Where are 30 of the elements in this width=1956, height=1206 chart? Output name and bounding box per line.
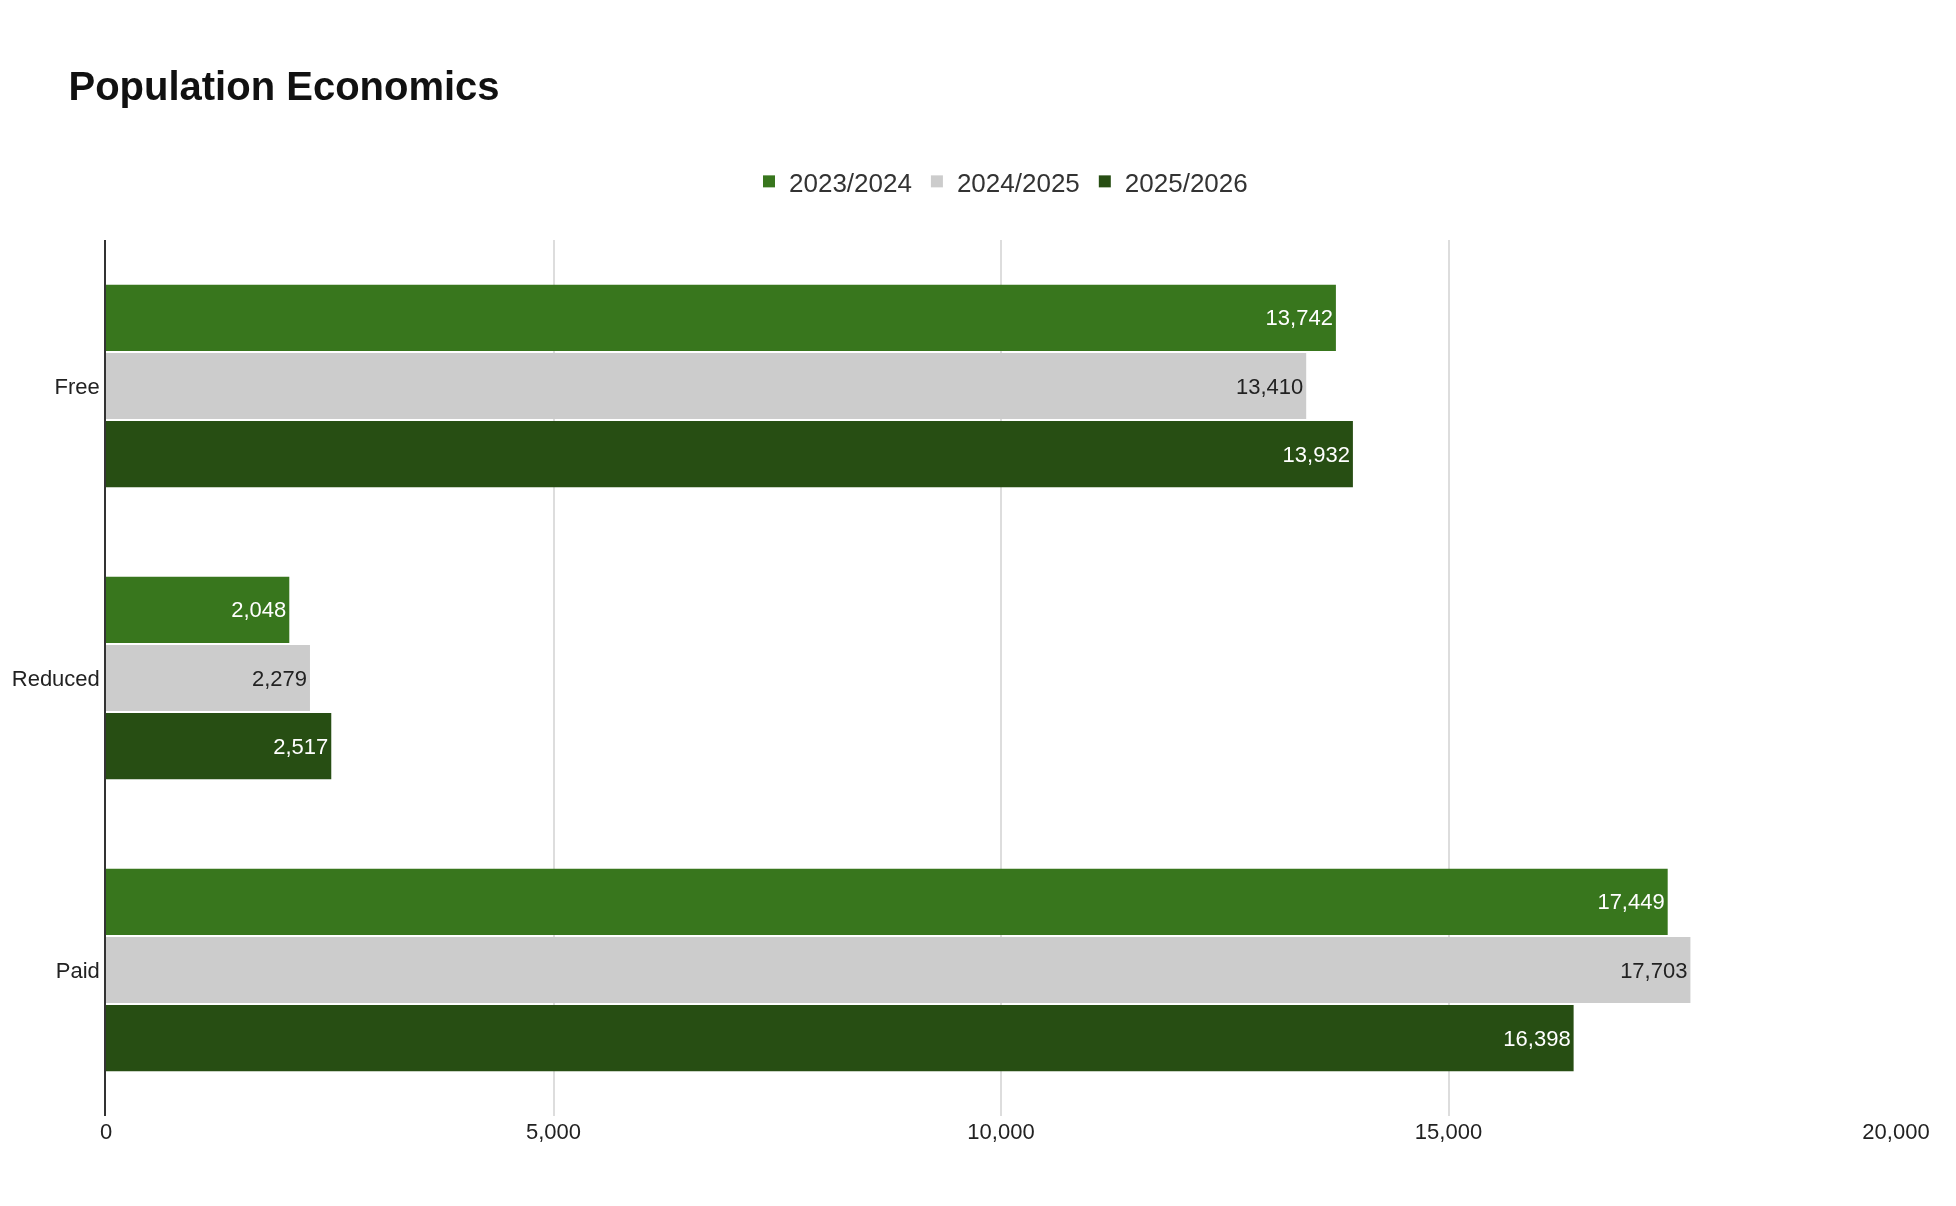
bar <box>106 713 332 780</box>
data-label: 13,742 <box>1265 305 1333 331</box>
data-label: 2,048 <box>231 597 287 623</box>
data-label: 17,449 <box>1597 889 1665 915</box>
bar <box>106 936 1691 1004</box>
data-label: 2,279 <box>251 665 307 691</box>
data-label: 13,410 <box>1235 373 1304 399</box>
bar <box>106 1005 1574 1072</box>
legend-label: 2025/2026 <box>1124 167 1248 198</box>
x-tick-label: 20,000 <box>1862 1119 1930 1144</box>
legend-label: 2023/2024 <box>789 167 912 198</box>
data-label: 16,398 <box>1503 1025 1571 1051</box>
y-tick-label: Paid <box>55 957 100 983</box>
bar <box>106 644 310 712</box>
data-label: 17,703 <box>1620 957 1688 983</box>
x-tick-label: 0 <box>99 1119 113 1144</box>
x-tick-label: 15,000 <box>1414 1119 1483 1144</box>
chart-title: Population Economics <box>68 64 500 109</box>
y-tick-label: Free <box>54 373 100 399</box>
bar <box>106 284 1336 351</box>
bar <box>106 352 1307 420</box>
data-label: 13,932 <box>1282 441 1350 467</box>
bar <box>106 421 1353 488</box>
bar <box>106 576 290 643</box>
bar <box>106 868 1668 935</box>
data-label: 2,517 <box>273 733 329 759</box>
x-tick-label: 5,000 <box>525 1119 582 1144</box>
x-tick-label: 10,000 <box>967 1119 1035 1144</box>
y-tick-label: Reduced <box>11 665 100 691</box>
legend-label: 2024/2025 <box>956 167 1080 198</box>
